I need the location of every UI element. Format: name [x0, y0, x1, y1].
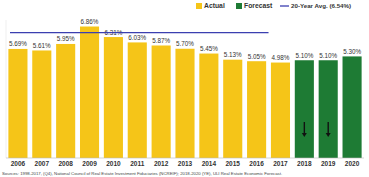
source-note: Sources: 1998-2017, (Q4), National Counc… [2, 171, 282, 176]
x-tick-label: 2013 [178, 160, 193, 167]
arrow-head [302, 133, 307, 137]
data-label: 5.05% [248, 53, 266, 60]
data-label: 5.95% [57, 35, 75, 42]
bar [32, 50, 51, 158]
data-label: 5.61% [33, 42, 51, 49]
legend: Actual Forecast 20-Year Avg. (6.54%) [196, 2, 351, 9]
x-tick-label: 2012 [154, 160, 169, 167]
legend-line [280, 5, 289, 6]
baseline [6, 158, 364, 159]
legend-label: Actual [204, 2, 225, 9]
x-tick-label: 2015 [225, 160, 240, 167]
x-tick-label: 2011 [130, 160, 144, 167]
bar [56, 44, 75, 158]
data-label: 5.70% [176, 40, 194, 47]
x-tick-label: 2009 [82, 160, 97, 167]
data-label: 5.45% [200, 45, 218, 52]
data-label: 4.98% [272, 54, 290, 61]
bar [128, 42, 147, 158]
data-label: 5.13% [224, 51, 242, 58]
bar [295, 60, 314, 158]
bar [8, 49, 27, 158]
x-tick-label: 2017 [273, 160, 288, 167]
bar [80, 27, 99, 158]
data-label: 6.03% [128, 34, 146, 41]
x-tick-label: 2010 [106, 160, 121, 167]
data-label: 5.10% [295, 52, 313, 59]
bar [223, 60, 242, 158]
data-label: 5.10% [319, 52, 337, 59]
bar [175, 49, 194, 158]
x-tick-label: 2018 [297, 160, 312, 167]
x-tick-label: 2014 [202, 160, 217, 167]
arrow-head [326, 133, 331, 137]
legend-swatch [196, 3, 202, 9]
x-tick-label: 2006 [11, 160, 26, 167]
bar [152, 45, 171, 158]
x-tick-label: 2020 [345, 160, 360, 167]
data-label: 5.69% [9, 40, 27, 47]
chart: 5.69%5.61%5.95%6.86%6.31%6.03%5.87%5.70%… [0, 0, 369, 177]
bar [104, 37, 123, 158]
arrow [328, 122, 329, 134]
bars [8, 27, 361, 158]
y-axis-line [6, 20, 7, 158]
bar [343, 56, 362, 158]
x-tick-label: 2016 [249, 160, 264, 167]
legend-label: Forecast [244, 2, 273, 9]
legend-swatch [236, 3, 242, 9]
data-label: 5.87% [152, 37, 170, 44]
data-labels: 5.69%5.61%5.95%6.86%6.31%6.03%5.87%5.70%… [9, 18, 361, 61]
legend-label: 20-Year Avg. (6.54%) [291, 2, 351, 9]
average-line [10, 32, 269, 33]
x-tick-label: 2007 [35, 160, 50, 167]
data-label: 6.86% [81, 18, 99, 25]
bar [199, 54, 218, 158]
x-tick-label: 2008 [58, 160, 73, 167]
arrow [304, 122, 305, 134]
data-label: 5.30% [343, 48, 361, 55]
x-tick-label: 2019 [321, 160, 336, 167]
bar [247, 61, 266, 158]
bar [319, 60, 338, 158]
bar [271, 63, 290, 158]
